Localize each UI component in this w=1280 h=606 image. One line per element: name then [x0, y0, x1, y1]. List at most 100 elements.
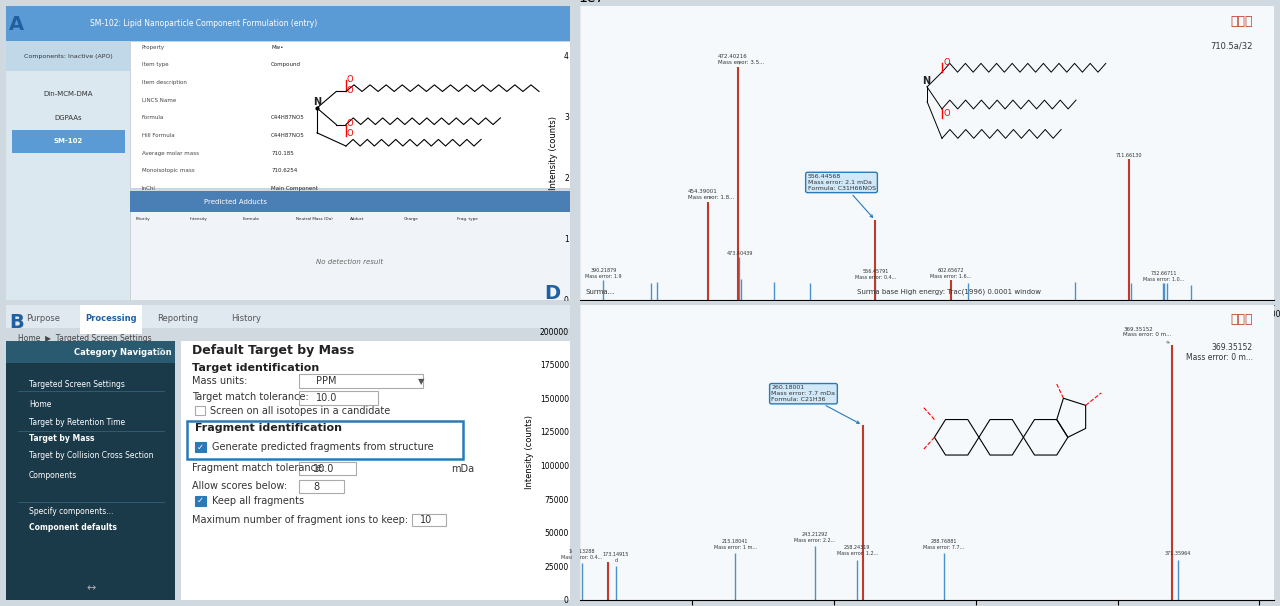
- FancyBboxPatch shape: [6, 304, 570, 328]
- Text: Reporting: Reporting: [157, 315, 198, 324]
- Text: mDa: mDa: [452, 464, 475, 474]
- Text: 602.65672
Mass error: 1.6...: 602.65672 Mass error: 1.6...: [931, 268, 972, 279]
- Text: 173.14915
d: 173.14915 d: [603, 552, 628, 563]
- Text: 710.185: 710.185: [271, 150, 294, 156]
- FancyBboxPatch shape: [6, 6, 570, 41]
- Text: Surma base High energy: Trac(1996) 0.0001 window: Surma base High energy: Trac(1996) 0.000…: [856, 289, 1041, 295]
- FancyBboxPatch shape: [12, 130, 124, 153]
- Text: SM-102: Lipid Nanoparticle Component Formulation (entry): SM-102: Lipid Nanoparticle Component For…: [90, 19, 317, 28]
- Text: Monoisotopic mass: Monoisotopic mass: [142, 168, 195, 173]
- Text: Fragment match tolerance:: Fragment match tolerance:: [192, 464, 325, 473]
- Text: 母离子: 母离子: [1230, 15, 1253, 28]
- Text: Home  ▶  Targeted Screen Settings: Home ▶ Targeted Screen Settings: [18, 334, 151, 343]
- Text: Keep all fragments: Keep all fragments: [212, 496, 305, 506]
- FancyBboxPatch shape: [131, 191, 570, 300]
- Text: Targeted Screen Settings: Targeted Screen Settings: [29, 379, 125, 388]
- Text: Target by Mass: Target by Mass: [29, 435, 95, 443]
- Text: Intensity: Intensity: [189, 217, 207, 221]
- FancyBboxPatch shape: [79, 304, 142, 334]
- Text: Mw•: Mw•: [271, 45, 284, 50]
- Text: C44H87NO5: C44H87NO5: [271, 115, 305, 120]
- Text: Formula: Formula: [243, 217, 260, 221]
- FancyBboxPatch shape: [195, 442, 206, 452]
- Text: 369.35152
Mass error: 0 m...: 369.35152 Mass error: 0 m...: [1124, 327, 1171, 343]
- Text: Mass units:: Mass units:: [192, 376, 247, 386]
- Text: 10.0: 10.0: [316, 393, 338, 403]
- Text: SM-102: SM-102: [54, 138, 83, 144]
- Text: 556.44568
Mass error: 2.1 mDa
Formula: C31H66NOS: 556.44568 Mass error: 2.1 mDa Formula: C…: [808, 174, 876, 218]
- FancyBboxPatch shape: [6, 41, 131, 300]
- Text: Hill Formula: Hill Formula: [142, 133, 174, 138]
- Text: Screen on all isotopes in a candidate: Screen on all isotopes in a candidate: [210, 405, 390, 416]
- Text: Specify components...: Specify components...: [29, 507, 114, 516]
- Text: Item type: Item type: [142, 62, 168, 67]
- Text: 710.5a/32: 710.5a/32: [1211, 41, 1253, 50]
- Text: Formula: Formula: [142, 115, 164, 120]
- Text: Components: Components: [29, 471, 77, 480]
- FancyBboxPatch shape: [300, 462, 356, 475]
- Text: 10.0: 10.0: [314, 464, 334, 474]
- Text: 390.21879
Mass error: 1.9: 390.21879 Mass error: 1.9: [585, 268, 622, 279]
- Text: Neutral Mass (Da): Neutral Mass (Da): [297, 217, 333, 221]
- Text: ✓: ✓: [197, 442, 204, 451]
- Text: C: C: [544, 0, 558, 4]
- Text: C44H87NO5: C44H87NO5: [271, 133, 305, 138]
- Text: ↔: ↔: [86, 583, 96, 593]
- Text: 260.18001
Mass error: 7.7 mDa
Formula: C21H36: 260.18001 Mass error: 7.7 mDa Formula: C…: [772, 385, 859, 424]
- Text: Home: Home: [29, 400, 51, 409]
- Text: Average molar mass: Average molar mass: [142, 150, 198, 156]
- Text: Din-MCM-DMA: Din-MCM-DMA: [44, 92, 93, 97]
- Text: Category Navigation: Category Navigation: [74, 348, 172, 356]
- Text: ▼: ▼: [417, 376, 424, 385]
- FancyBboxPatch shape: [187, 421, 462, 459]
- Text: Charge: Charge: [403, 217, 419, 221]
- Text: LINCS Name: LINCS Name: [142, 98, 175, 102]
- Text: 369.35152
Mass error: 0 m...: 369.35152 Mass error: 0 m...: [1185, 342, 1253, 362]
- Text: 161.13288
Mass error: 0.4...: 161.13288 Mass error: 0.4...: [561, 549, 603, 559]
- Text: DGPAAs: DGPAAs: [55, 115, 82, 121]
- Text: D: D: [544, 284, 559, 302]
- Text: B: B: [9, 313, 24, 332]
- Text: Processing: Processing: [84, 315, 137, 324]
- FancyBboxPatch shape: [300, 374, 424, 388]
- Text: 732.66711
Mass error: 1.0...: 732.66711 Mass error: 1.0...: [1143, 271, 1184, 282]
- Text: 454.39001
Mass error: 1.8...: 454.39001 Mass error: 1.8...: [689, 189, 735, 200]
- Text: Target match tolerance:: Target match tolerance:: [192, 392, 308, 402]
- Text: Property: Property: [142, 45, 165, 50]
- Text: 10: 10: [420, 515, 433, 525]
- Text: Frag. type: Frag. type: [457, 217, 477, 221]
- Text: InChI: InChI: [142, 186, 156, 191]
- Text: Component defaults: Component defaults: [29, 523, 116, 532]
- Text: Generate predicted fragments from structure: Generate predicted fragments from struct…: [212, 442, 434, 452]
- Text: History: History: [230, 315, 261, 324]
- Text: 215.18041
Mass error: 1 m...: 215.18041 Mass error: 1 m...: [714, 539, 756, 550]
- Text: Default Target by Mass: Default Target by Mass: [192, 344, 355, 356]
- Text: 473.40439: 473.40439: [726, 251, 753, 256]
- FancyBboxPatch shape: [6, 41, 131, 71]
- FancyBboxPatch shape: [195, 406, 205, 415]
- FancyBboxPatch shape: [131, 191, 570, 212]
- Text: 371.35964: 371.35964: [1165, 551, 1192, 556]
- Y-axis label: Intensity (counts): Intensity (counts): [525, 415, 534, 489]
- FancyBboxPatch shape: [6, 341, 175, 364]
- Text: Components: Inactive (APO): Components: Inactive (APO): [24, 53, 113, 59]
- Text: 710.6254: 710.6254: [271, 168, 297, 173]
- Text: Allow scores below:: Allow scores below:: [192, 481, 288, 491]
- Text: Adduct: Adduct: [349, 217, 365, 221]
- Text: Purpose: Purpose: [26, 315, 60, 324]
- Text: Priority: Priority: [136, 217, 151, 221]
- Text: 711.66130: 711.66130: [1116, 153, 1142, 158]
- Text: ⊙: ⊙: [156, 347, 164, 357]
- FancyBboxPatch shape: [412, 514, 445, 526]
- FancyBboxPatch shape: [300, 480, 344, 493]
- FancyBboxPatch shape: [300, 391, 378, 405]
- Text: Surma...: Surma...: [585, 289, 614, 295]
- Text: 258.24319
Mass error: 1.2...: 258.24319 Mass error: 1.2...: [837, 545, 878, 556]
- Text: ✓: ✓: [197, 496, 204, 505]
- Text: 母离子: 母离子: [1230, 313, 1253, 326]
- Text: Target by Retention Time: Target by Retention Time: [29, 418, 125, 427]
- Text: A: A: [9, 15, 24, 34]
- Text: No detection result: No detection result: [316, 259, 384, 265]
- Text: 472.40216
Mass error: 3.5...: 472.40216 Mass error: 3.5...: [718, 55, 764, 65]
- Text: 288.76881
Mass error: 7.7...: 288.76881 Mass error: 7.7...: [923, 539, 964, 550]
